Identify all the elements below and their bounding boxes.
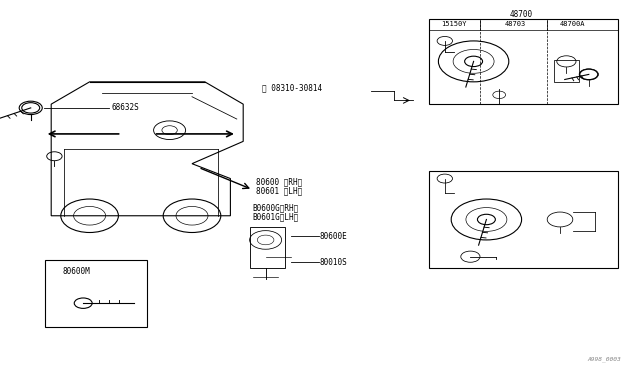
Text: 48700A: 48700A [560, 21, 586, 27]
Bar [250, 227, 285, 268]
Text: 80010S: 80010S [320, 258, 348, 267]
Text: 48703: 48703 [504, 21, 526, 27]
Text: 80601 〈LH〉: 80601 〈LH〉 [256, 186, 302, 195]
Text: B0600G〈RH〉: B0600G〈RH〉 [253, 204, 299, 213]
Text: 15150Y: 15150Y [442, 21, 467, 27]
Bar [429, 171, 618, 268]
Bar [45, 260, 147, 327]
Text: 80600E: 80600E [320, 232, 348, 241]
Text: 80600M: 80600M [63, 267, 91, 276]
Text: 68632S: 68632S [112, 103, 140, 112]
Text: 80600 〈RH〉: 80600 〈RH〉 [256, 178, 302, 187]
Text: 48700: 48700 [510, 10, 533, 19]
Text: A998_0003: A998_0003 [587, 356, 621, 362]
Text: Ⓢ 08310-30814: Ⓢ 08310-30814 [262, 83, 323, 92]
Bar [429, 19, 618, 104]
Bar [554, 60, 579, 82]
Text: B0601G〈LH〉: B0601G〈LH〉 [253, 212, 299, 221]
